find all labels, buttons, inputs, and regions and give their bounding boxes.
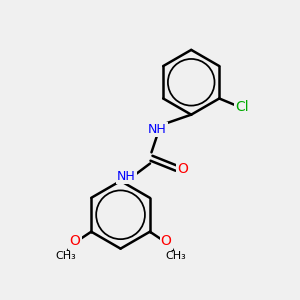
Text: CH₃: CH₃ xyxy=(165,251,186,261)
Text: O: O xyxy=(160,234,172,248)
Text: NH: NH xyxy=(117,170,136,183)
Text: Cl: Cl xyxy=(236,100,249,114)
Text: O: O xyxy=(178,162,188,176)
Text: CH₃: CH₃ xyxy=(55,251,76,261)
Text: O: O xyxy=(70,234,80,248)
Text: NH: NH xyxy=(148,123,167,136)
